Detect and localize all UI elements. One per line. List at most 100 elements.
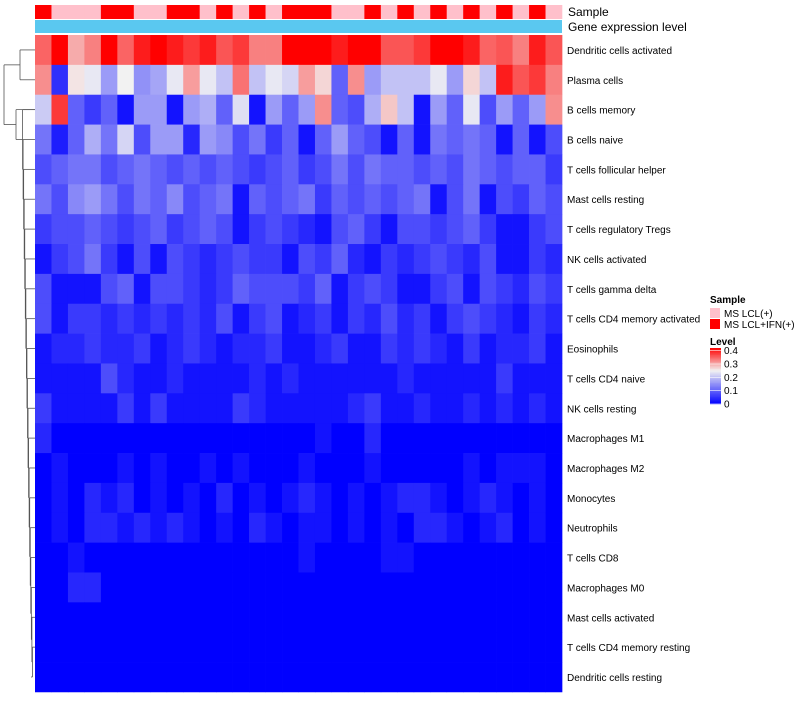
heatmap-cell (512, 154, 530, 185)
heatmap-cell (51, 273, 69, 305)
heatmap-cell (512, 303, 530, 334)
row-label: T cells follicular helper (567, 165, 666, 176)
heatmap-cell (183, 273, 201, 305)
level-legend-gradient-step (710, 356, 721, 359)
heatmap-cell (35, 482, 52, 514)
heatmap-cell (397, 662, 415, 693)
heatmap-cell (364, 94, 382, 125)
heatmap-cell (35, 214, 52, 245)
heatmap-cell (35, 273, 52, 305)
heatmap-cell (479, 542, 497, 573)
row-label: Macrophages M0 (567, 583, 645, 594)
heatmap-cell (364, 214, 382, 245)
heatmap-cell (364, 393, 382, 424)
heatmap-cell (430, 244, 448, 275)
heatmap-cell (512, 602, 530, 633)
heatmap-cell (430, 154, 448, 185)
heatmap-cell (249, 602, 266, 633)
heatmap-cell (380, 303, 398, 334)
heatmap-cell (347, 94, 365, 125)
heatmap-cell (133, 482, 151, 514)
heatmap-cell (183, 94, 201, 125)
heatmap-cell (150, 154, 168, 185)
level-legend-gradient-step (710, 348, 721, 350)
heatmap-cell (479, 512, 497, 543)
heatmap-cell (84, 154, 102, 185)
heatmap-cell (298, 333, 316, 364)
heatmap-cell (479, 154, 497, 185)
heatmap-cell (529, 602, 546, 633)
level-legend-tick-label: 0.4 (724, 346, 738, 357)
heatmap-cell (512, 184, 530, 215)
heatmap-cell (545, 214, 563, 245)
heatmap-cell (331, 482, 349, 514)
heatmap-cell (35, 303, 52, 334)
heatmap-cell (84, 453, 102, 484)
heatmap-cell (249, 64, 266, 96)
heatmap-cell (100, 35, 118, 66)
row-label: T cells gamma delta (567, 285, 657, 296)
heatmap-cell (150, 482, 168, 514)
heatmap-cell (265, 453, 283, 484)
heatmap-cell (51, 482, 69, 514)
heatmap-cell (133, 244, 151, 275)
heatmap-cell (216, 154, 233, 185)
heatmap-cell (529, 333, 546, 364)
heatmap-cell (150, 423, 168, 454)
heatmap-cell (282, 482, 299, 514)
heatmap-cell (84, 94, 102, 125)
heatmap-cell (430, 35, 448, 66)
heatmap-cell (446, 333, 464, 364)
heatmap-cell (347, 453, 365, 484)
heatmap-cell (166, 273, 184, 305)
heatmap-cell (347, 512, 365, 543)
heatmap-cell (446, 244, 464, 275)
heatmap-cell (545, 124, 563, 155)
heatmap-cell (314, 542, 332, 573)
heatmap-cell (265, 572, 283, 603)
heatmap-cell (51, 124, 69, 155)
heatmap-cell (380, 542, 398, 573)
heatmap-cell (446, 393, 464, 424)
heatmap-cell (183, 244, 201, 275)
heatmap-cell (364, 363, 382, 394)
heatmap-cell (331, 184, 349, 215)
level-legend-gradient-step (710, 364, 721, 367)
row-labels: Dendritic cells activated Plasma cells B c… (567, 46, 700, 684)
heatmap-cell (364, 662, 382, 693)
heatmap-cell (117, 94, 135, 125)
heatmap-cell (446, 124, 464, 155)
heatmap-cell (166, 423, 184, 454)
heatmap-cell (397, 602, 415, 633)
heatmap-cell (232, 273, 250, 305)
heatmap-cell (397, 512, 415, 543)
heatmap-cell (380, 453, 398, 484)
heatmap-cell (413, 64, 431, 96)
heatmap-cell (314, 572, 332, 603)
heatmap-cell (166, 124, 184, 155)
heatmap-cell (166, 303, 184, 334)
heatmap-cell (133, 662, 151, 693)
heatmap-cell (347, 423, 365, 454)
heatmap-cell (166, 572, 184, 603)
heatmap-cell (166, 453, 184, 484)
heatmap-cell (100, 482, 118, 514)
heatmap-cell (150, 35, 168, 66)
sample-annotation-cell (133, 5, 151, 19)
heatmap-cell (216, 632, 233, 663)
heatmap-cell (51, 64, 69, 96)
heatmap-cell (545, 453, 563, 484)
sample-legend-swatch (710, 308, 720, 318)
heatmap-cell (397, 453, 415, 484)
heatmap-cell (529, 273, 546, 305)
level-legend-gradient-step (710, 380, 721, 382)
heatmap-cell (282, 94, 299, 125)
heatmap-cell (331, 602, 349, 633)
heatmap-cell (446, 184, 464, 215)
heatmap-cell (446, 94, 464, 125)
heatmap-cell (496, 94, 513, 125)
heatmap-cell (232, 214, 250, 245)
heatmap-cell (249, 154, 266, 185)
heatmap-cell (150, 512, 168, 543)
heatmap-cell (166, 214, 184, 245)
